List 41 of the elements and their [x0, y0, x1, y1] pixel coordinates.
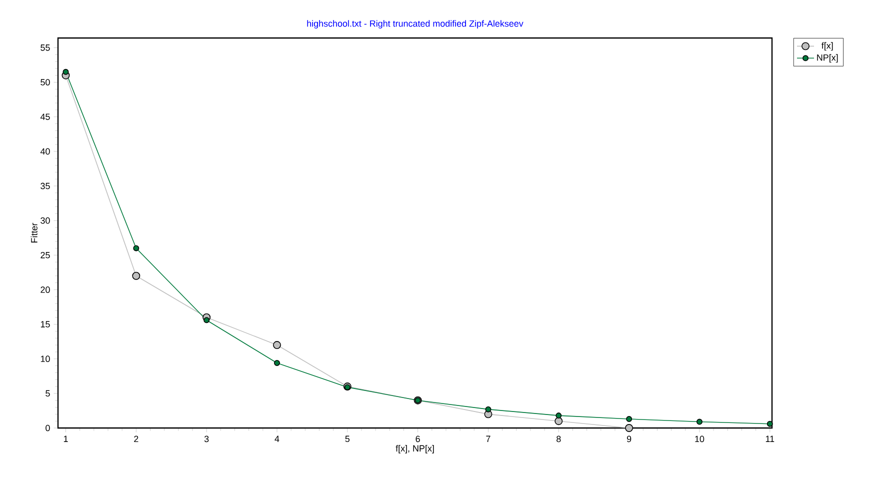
y-tick-label: 40	[40, 148, 50, 155]
x-tick-label: 3	[204, 436, 209, 442]
point	[696, 418, 702, 425]
y-tick-label: 15	[40, 321, 50, 328]
x-tick-label: 2	[134, 436, 138, 442]
y-tick-label: 0	[46, 424, 50, 432]
point	[556, 412, 562, 419]
y-tick-label: 10	[40, 356, 50, 362]
point	[554, 417, 563, 426]
x-tick-label: 9	[626, 436, 632, 442]
point	[274, 360, 280, 366]
x-tick-label: 5	[345, 436, 350, 442]
y-tick-label: 55	[40, 44, 50, 51]
legend-label: f[x]	[822, 42, 833, 51]
chart-title: highschool.txt - Right truncated modified Zipf-Alekseev	[307, 20, 524, 28]
y-tick-label: 5	[46, 390, 50, 397]
legend-label: NP[x]	[817, 54, 838, 63]
y-tick-label: 30	[40, 217, 50, 224]
y-tick-label: 45	[40, 114, 50, 120]
point	[133, 245, 140, 252]
x-tick-label: 1	[64, 436, 68, 442]
point	[485, 406, 492, 412]
y-axis-title: Fitter	[30, 222, 38, 242]
x-tick-label: 4	[274, 436, 280, 442]
point	[204, 317, 210, 324]
point	[766, 420, 773, 427]
y-tick-label: 20	[40, 286, 50, 293]
point	[132, 272, 140, 280]
point	[273, 341, 281, 350]
x-tick-label: 10	[695, 436, 704, 442]
x-tick-label: 8	[556, 436, 561, 442]
point	[626, 416, 632, 422]
x-tick-label: 7	[486, 436, 490, 442]
y-tick-label: 25	[40, 252, 50, 258]
point	[62, 68, 69, 75]
x-axis-title: f[x], NP[x]	[396, 444, 434, 454]
point	[625, 424, 634, 432]
x-tick-label: 6	[416, 436, 420, 442]
y-tick-label: 35	[40, 182, 50, 190]
y-tick-label: 50	[40, 79, 50, 86]
x-tick-label: 11	[766, 436, 774, 442]
